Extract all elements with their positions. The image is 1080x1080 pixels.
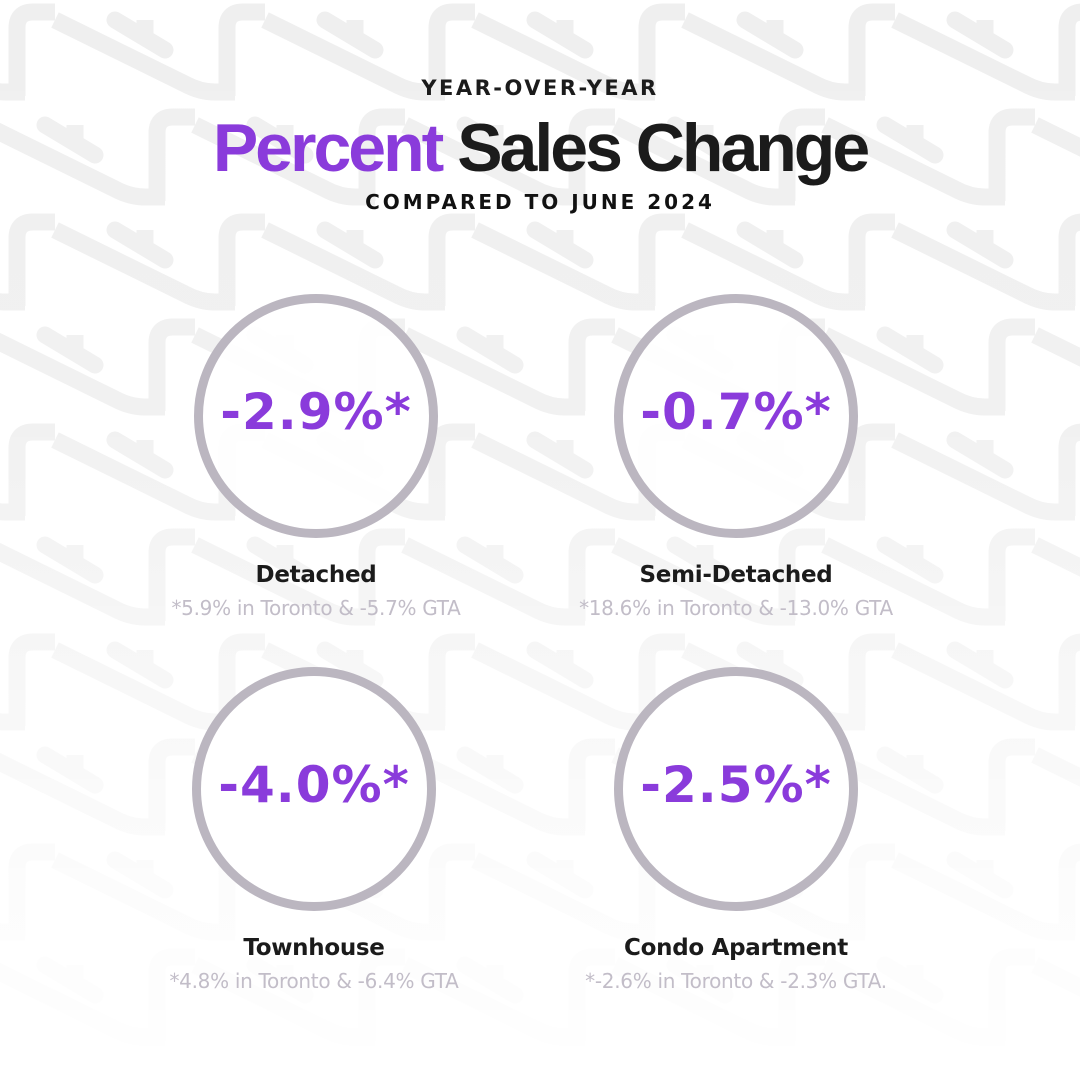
header: YEAR-OVER-YEAR Percent Sales Change COMP… — [0, 0, 1080, 230]
pattern-motif — [1058, 843, 1080, 936]
stat-value: -4.0%* — [218, 756, 410, 814]
pattern-motif — [988, 528, 1080, 621]
stat-note: *5.9% in Toronto & -5.7% GTA — [171, 596, 461, 620]
stat-value: -0.7%* — [640, 383, 832, 441]
stat-label: Semi-Detached — [639, 562, 833, 588]
stat-label: Condo Apartment — [624, 935, 848, 961]
subtitle-text: COMPARED TO JUNE 2024 — [365, 190, 715, 214]
stat-label: Townhouse — [243, 935, 385, 961]
pattern-motif — [1058, 423, 1080, 516]
stat-note: *-2.6% in Toronto & -2.3% GTA. — [585, 969, 887, 993]
stat-value: -2.5%* — [640, 756, 832, 814]
page-title: Percent Sales Change — [0, 108, 1080, 188]
eyebrow-text: YEAR-OVER-YEAR — [421, 76, 659, 100]
stat-card-townhouse: -4.0%* Townhouse *4.8% in Toronto & -6.4… — [104, 667, 524, 997]
stat-card-semi-detached: -0.7%* Semi-Detached *18.6% in Toronto &… — [526, 294, 946, 624]
stat-note: *18.6% in Toronto & -13.0% GTA — [579, 596, 893, 620]
stat-card-detached: -2.9%* Detached *5.9% in Toronto & -5.7%… — [106, 294, 526, 624]
stat-card-condo-apartment: -2.5%* Condo Apartment *-2.6% in Toronto… — [526, 667, 946, 997]
title-rest: Sales Change — [457, 110, 870, 186]
stat-value: -2.9%* — [220, 383, 412, 441]
title-accent: Percent — [212, 110, 444, 186]
pattern-motif — [988, 738, 1080, 831]
pattern-motif — [988, 318, 1080, 411]
pattern-motif — [1058, 213, 1080, 306]
stat-note: *4.8% in Toronto & -6.4% GTA — [169, 969, 459, 993]
pattern-motif — [1058, 633, 1080, 726]
pattern-motif — [988, 948, 1080, 1041]
stat-label: Detached — [255, 562, 377, 588]
